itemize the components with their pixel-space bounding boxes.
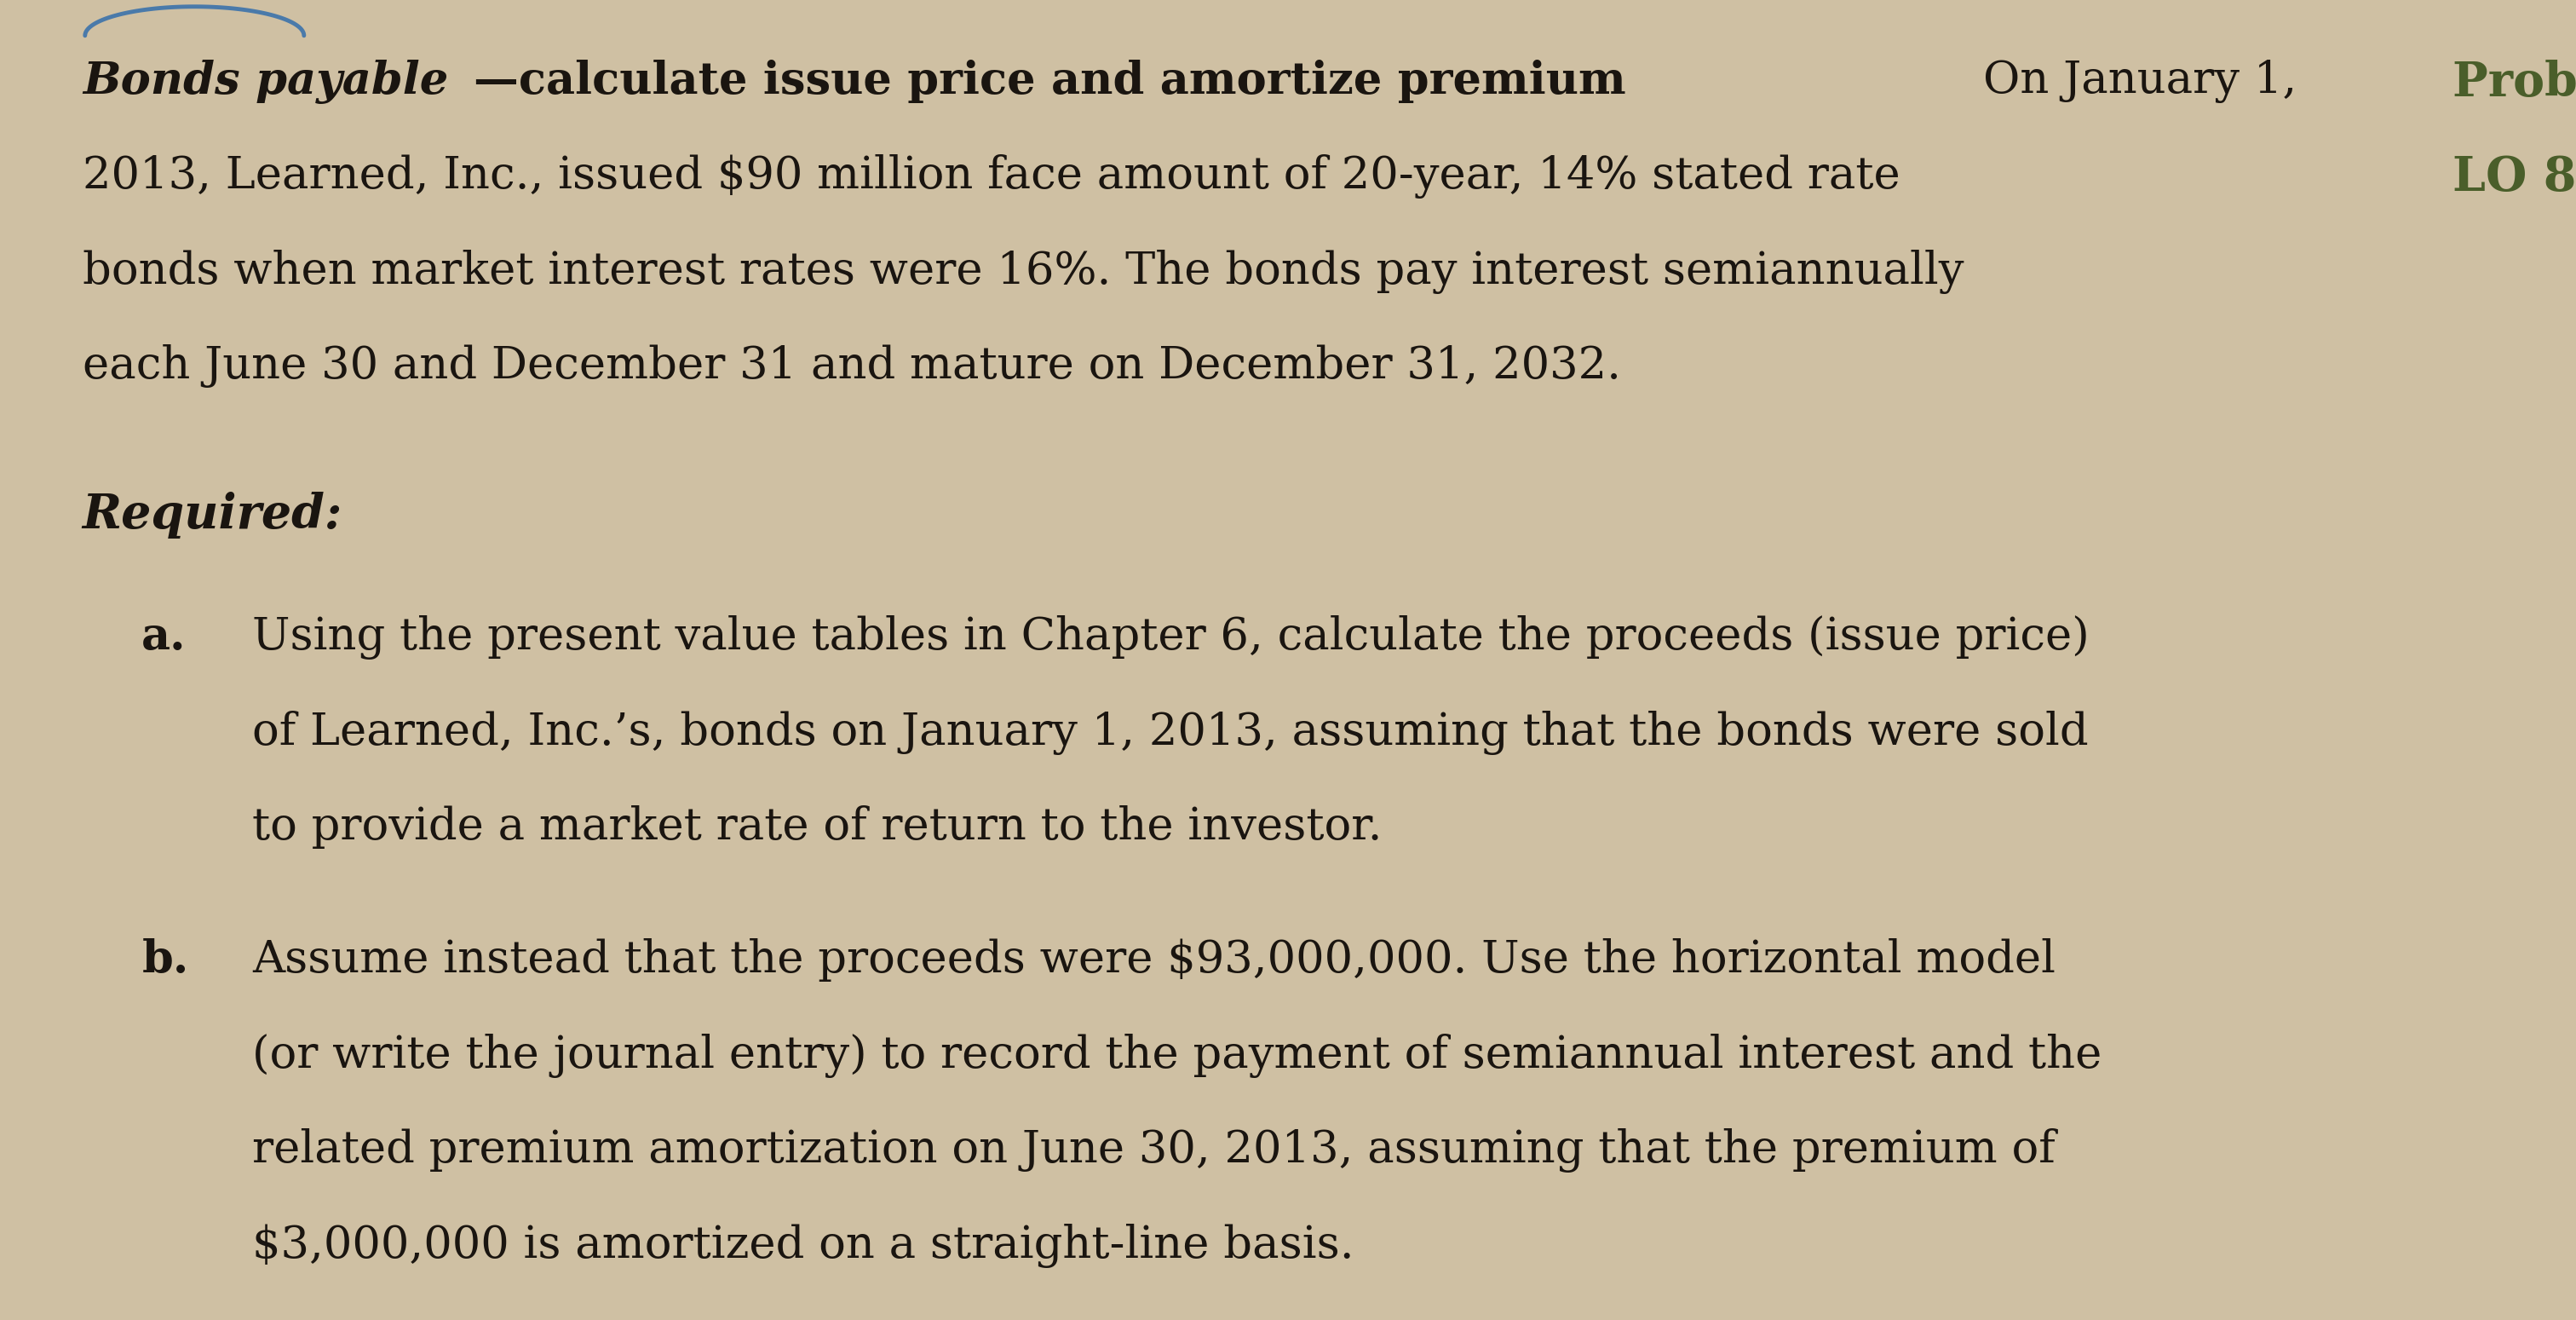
Text: 2013, Learned, Inc., issued $90 million face amount of 20-year, 14% stated rate: 2013, Learned, Inc., issued $90 million … <box>82 154 1901 199</box>
Text: Problem 7.32: Problem 7.32 <box>2452 59 2576 107</box>
Text: LO 8: LO 8 <box>2452 154 2576 202</box>
Text: Bonds payable: Bonds payable <box>82 59 448 104</box>
Text: $3,000,000 is amortized on a straight-line basis.: $3,000,000 is amortized on a straight-li… <box>252 1224 1355 1269</box>
Text: Using the present value tables in Chapter 6, calculate the proceeds (issue price: Using the present value tables in Chapte… <box>252 615 2089 660</box>
Text: (or write the journal entry) to record the payment of semiannual interest and th: (or write the journal entry) to record t… <box>252 1034 2102 1078</box>
Text: Assume instead that the proceeds were $93,000,000. Use the horizontal model: Assume instead that the proceeds were $9… <box>252 939 2056 982</box>
Text: to provide a market rate of return to the investor.: to provide a market rate of return to th… <box>252 805 1383 849</box>
Text: of Learned, Inc.’s, bonds on January 1, 2013, assuming that the bonds were sold: of Learned, Inc.’s, bonds on January 1, … <box>252 710 2089 755</box>
Text: a.: a. <box>142 615 185 659</box>
Text: b.: b. <box>142 939 188 982</box>
Text: bonds when market interest rates were 16%. The bonds pay interest semiannually: bonds when market interest rates were 16… <box>82 249 1963 294</box>
Text: —calculate issue price and amortize premium: —calculate issue price and amortize prem… <box>474 59 1625 103</box>
Text: each June 30 and December 31 and mature on December 31, 2032.: each June 30 and December 31 and mature … <box>82 345 1620 388</box>
Text: Required:: Required: <box>82 492 343 539</box>
Text: On January 1,: On January 1, <box>1984 59 2298 103</box>
Text: related premium amortization on June 30, 2013, assuming that the premium of: related premium amortization on June 30,… <box>252 1129 2056 1173</box>
